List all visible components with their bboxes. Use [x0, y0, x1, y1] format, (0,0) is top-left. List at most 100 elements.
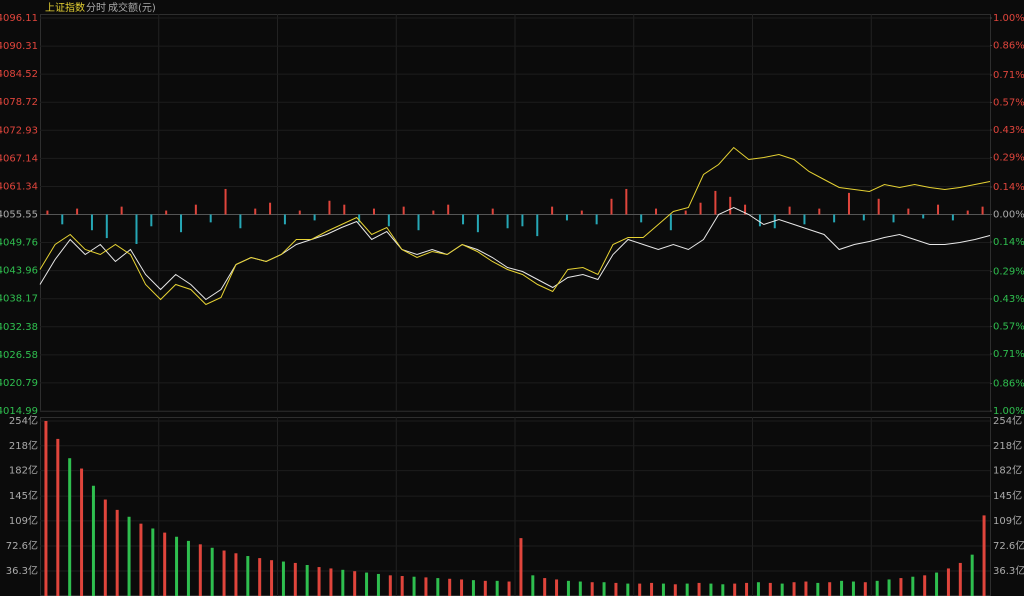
breadth-bar: [283, 214, 286, 225]
breadth-bar: [46, 210, 49, 215]
volume-bar: [851, 581, 855, 596]
y2-tick-label: 0.00%: [993, 210, 1024, 221]
breadth-bar: [640, 214, 643, 223]
volume-bar: [721, 584, 725, 596]
header-title: 上证指数: [45, 1, 85, 14]
volume-bar: [270, 560, 274, 596]
volume-bar: [650, 582, 654, 596]
y-tick-label-right: 145亿: [993, 489, 1022, 502]
y-tick-label: 109亿: [9, 514, 38, 527]
volume-bar: [602, 582, 606, 596]
volume-bar: [115, 509, 119, 596]
y2-tick-label: 0.14%: [993, 182, 1024, 193]
breadth-bar: [476, 214, 479, 233]
breadth-bar: [417, 214, 420, 231]
y-tick-label: 4026.58: [0, 350, 38, 361]
volume-bar: [519, 538, 523, 596]
volume-bar: [673, 584, 677, 596]
y-tick-label: 4078.72: [0, 97, 38, 108]
y-tick-label-right: 182亿: [993, 464, 1022, 477]
y2-tick-label: 0.43%: [993, 125, 1024, 136]
volume-bar: [578, 581, 582, 596]
volume-bar: [329, 568, 333, 596]
volume-bar: [234, 553, 238, 596]
y2-tick-label: 1.00%: [993, 406, 1024, 417]
volume-bar: [982, 515, 986, 596]
breadth-bar: [922, 214, 925, 219]
y2-tick-label: 0.86%: [993, 41, 1024, 52]
volume-bar: [80, 468, 84, 596]
breadth-bar: [76, 208, 79, 215]
volume-bar: [566, 580, 570, 596]
breadth-bar: [224, 188, 227, 215]
volume-bar: [614, 582, 618, 596]
breadth-bar: [491, 208, 494, 215]
volume-bar: [400, 576, 404, 596]
breadth-bar: [877, 198, 880, 215]
volume-bar: [923, 575, 927, 596]
breadth-bar: [847, 192, 850, 215]
volume-bar: [246, 556, 250, 596]
breadth-bar: [165, 210, 168, 215]
y2-tick-label: 0.71%: [993, 70, 1024, 81]
y-tick-label: 4090.31: [0, 41, 38, 52]
y-tick-label: 4061.34: [0, 181, 38, 192]
volume-bar: [163, 532, 167, 596]
y-tick-label: 72.6亿: [6, 539, 38, 552]
breadth-bar: [313, 214, 316, 221]
volume-bar: [840, 580, 844, 596]
breadth-bar: [521, 214, 524, 227]
breadth-bar: [298, 210, 301, 215]
breadth-bar: [833, 214, 836, 223]
y2-tick-label: 0.29%: [993, 153, 1024, 164]
y-tick-label: 4072.93: [0, 125, 38, 136]
volume-bar: [828, 582, 832, 596]
breadth-bar: [610, 198, 613, 215]
breadth-bar: [625, 188, 628, 215]
volume-bar: [792, 582, 796, 596]
volume-bar: [341, 569, 345, 596]
breadth-bar: [892, 214, 895, 223]
breadth-bar: [358, 214, 361, 223]
volume-bar: [186, 540, 190, 596]
breadth-bar: [402, 206, 405, 215]
volume-bar: [198, 544, 202, 596]
y-tick-label: 4067.14: [0, 153, 38, 164]
volume-bar: [495, 580, 499, 596]
volume-bar: [127, 516, 131, 596]
volume-bar: [911, 576, 915, 596]
y-tick-label: 4014.99: [0, 406, 38, 417]
breadth-bar: [180, 214, 183, 233]
volume-bar: [365, 572, 369, 596]
volume-bar: [768, 582, 772, 596]
y-tick-label: 36.3亿: [6, 564, 38, 577]
volume-bar: [863, 582, 867, 596]
volume-bar: [970, 554, 974, 596]
breadth-bar: [669, 214, 672, 231]
volume-bar: [471, 580, 475, 596]
header-volume-label: 成交额(元): [108, 1, 156, 14]
breadth-bar: [447, 204, 450, 215]
volume-bar: [258, 558, 262, 596]
volume-bar: [293, 562, 297, 596]
volume-bar: [68, 458, 72, 596]
volume-bar: [376, 573, 380, 596]
breadth-bar: [269, 202, 272, 215]
volume-bar: [531, 575, 535, 596]
volume-bar: [507, 581, 511, 596]
breadth-bar: [699, 202, 702, 215]
y-tick-label: 4032.38: [0, 322, 38, 333]
breadth-bar: [551, 206, 554, 215]
volume-bar: [661, 583, 665, 596]
breadth-bar: [655, 208, 658, 215]
y2-tick-label: 0.57%: [993, 322, 1024, 333]
breadth-bar: [818, 208, 821, 215]
volume-bar: [56, 438, 60, 596]
volume-bar: [899, 578, 903, 596]
volume-bar: [222, 550, 226, 596]
volume-bar: [638, 583, 642, 596]
y2-tick-label: 0.71%: [993, 349, 1024, 360]
breadth-bar: [506, 214, 509, 229]
